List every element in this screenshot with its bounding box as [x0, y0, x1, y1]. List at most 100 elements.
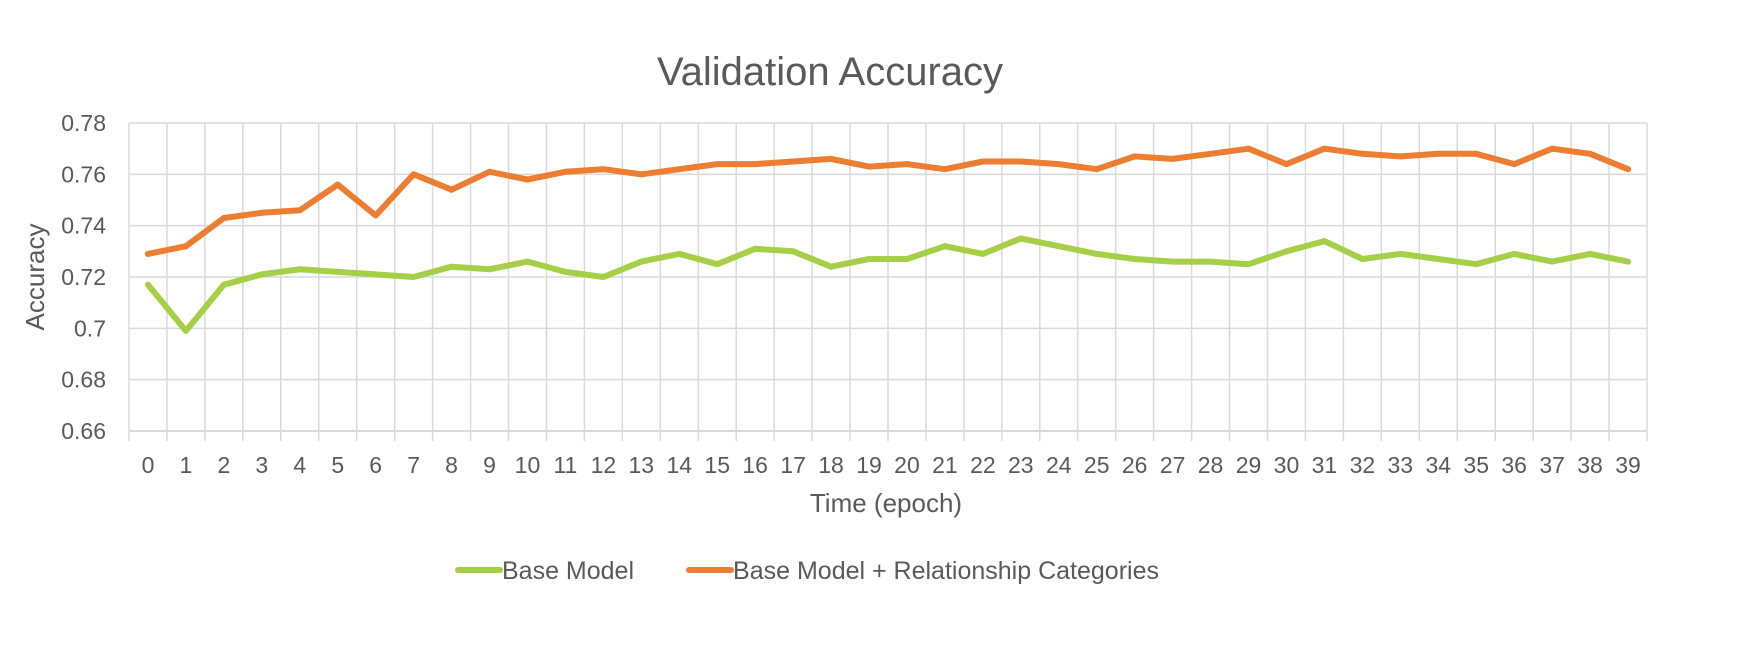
x-tick-label: 4: [293, 452, 306, 478]
data-point: [144, 250, 151, 257]
x-tick-label: 19: [856, 452, 882, 478]
data-point: [1511, 161, 1518, 168]
data-point: [1435, 150, 1442, 157]
x-tick-label: 34: [1425, 452, 1451, 478]
data-point: [600, 274, 607, 280]
data-point: [410, 274, 417, 280]
data-point: [334, 181, 341, 188]
y-tick-label: 0.66: [61, 418, 106, 444]
data-point: [1625, 258, 1632, 265]
data-point: [866, 163, 873, 170]
x-tick-label: 12: [591, 452, 617, 478]
data-point: [1473, 150, 1480, 157]
x-tick-label: 1: [180, 452, 193, 478]
data-point: [1055, 161, 1062, 168]
data-point: [1321, 145, 1328, 152]
data-point: [828, 155, 835, 162]
x-tick-label: 8: [445, 452, 458, 478]
x-tick-label: 11: [553, 452, 577, 478]
data-point: [486, 266, 493, 273]
data-point: [1245, 145, 1252, 152]
data-point: [1017, 235, 1024, 242]
data-point: [296, 207, 303, 214]
data-point: [1587, 250, 1594, 257]
data-point: [220, 214, 227, 221]
grid: [128, 122, 1648, 441]
x-tick-label: 36: [1501, 452, 1527, 478]
x-tick-label: 29: [1236, 452, 1262, 478]
data-point: [866, 256, 873, 263]
y-axis-title: Accuracy: [20, 224, 50, 331]
data-point: [1397, 153, 1404, 160]
data-point: [1397, 250, 1404, 257]
y-axis-ticks: 0.66 0.68 0.7 0.72 0.74 0.76 0.78: [61, 110, 106, 444]
data-point: [1283, 248, 1290, 255]
y-tick-label: 0.72: [61, 264, 106, 290]
x-tick-label: 7: [407, 452, 420, 478]
data-point: [1169, 258, 1176, 265]
data-point: [903, 256, 910, 263]
x-tick-label: 14: [666, 452, 692, 478]
data-point: [1245, 261, 1252, 268]
data-point: [182, 327, 189, 334]
data-point: [1131, 153, 1138, 160]
data-point: [676, 250, 683, 257]
x-tick-label: 3: [255, 452, 268, 478]
data-point: [258, 209, 265, 216]
data-point: [372, 271, 379, 278]
data-point: [1131, 256, 1138, 263]
data-point: [1511, 250, 1518, 257]
legend-label: Base Model + Relationship Categories: [733, 557, 1159, 585]
data-point: [1359, 256, 1366, 263]
x-axis-title: Time (epoch): [810, 488, 962, 518]
x-tick-label: 38: [1577, 452, 1603, 478]
data-point: [1283, 161, 1290, 168]
data-point: [752, 245, 759, 252]
x-tick-label: 32: [1350, 452, 1376, 478]
series-lines: [144, 145, 1632, 334]
data-point: [1473, 261, 1480, 268]
x-tick-label: 2: [217, 452, 230, 478]
legend: Base Model Base Model + Relationship Cate…: [455, 557, 1159, 585]
x-tick-label: 33: [1388, 452, 1414, 478]
data-point: [182, 243, 189, 250]
x-tick-label: 5: [331, 452, 344, 478]
data-point: [1017, 158, 1024, 165]
x-tick-label: 26: [1122, 452, 1148, 478]
data-point: [714, 261, 721, 268]
x-tick-label: 20: [894, 452, 920, 478]
data-point: [486, 168, 493, 175]
x-tick-label: 31: [1312, 452, 1338, 478]
x-tick-label: 0: [142, 452, 155, 478]
data-point: [448, 263, 455, 270]
x-tick-label: 37: [1539, 452, 1565, 478]
data-point: [524, 258, 531, 265]
legend-label: Base Model: [502, 557, 634, 585]
data-point: [600, 166, 607, 173]
series-line-0: [145, 235, 1631, 334]
data-point: [638, 258, 645, 265]
data-point: [562, 168, 569, 175]
y-tick-label: 0.74: [61, 213, 106, 239]
y-tick-label: 0.78: [61, 110, 106, 136]
data-point: [790, 158, 797, 165]
x-tick-label: 27: [1160, 452, 1186, 478]
data-point: [903, 161, 910, 168]
data-point: [448, 186, 455, 193]
x-tick-label: 35: [1463, 452, 1489, 478]
data-point: [296, 266, 303, 273]
data-point: [979, 158, 986, 165]
x-tick-label: 22: [970, 452, 996, 478]
x-tick-label: 21: [932, 452, 958, 478]
x-tick-label: 23: [1008, 452, 1034, 478]
y-tick-label: 0.7: [74, 315, 106, 341]
series-line-1: [145, 145, 1631, 257]
x-tick-label: 30: [1274, 452, 1300, 478]
x-tick-label: 17: [780, 452, 806, 478]
data-point: [828, 263, 835, 270]
y-tick-label: 0.76: [61, 161, 106, 187]
x-tick-label: 24: [1046, 452, 1072, 478]
y-tick-label: 0.68: [61, 367, 106, 393]
data-point: [941, 166, 948, 173]
data-point: [1359, 150, 1366, 157]
